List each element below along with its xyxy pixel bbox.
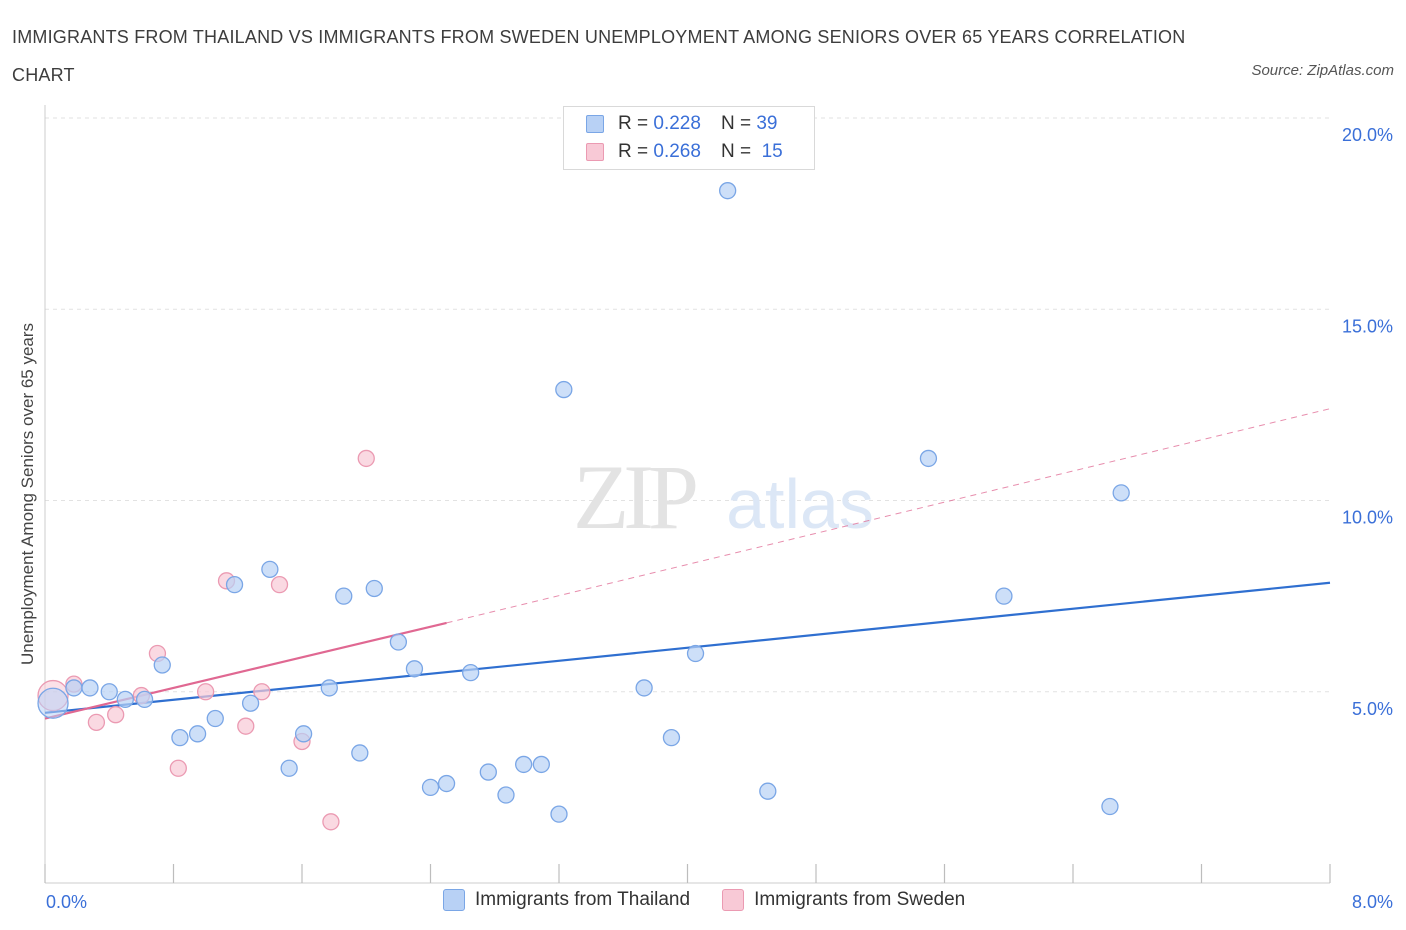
thailand-point [479,763,497,781]
watermark-atlas: atlas [726,465,874,543]
y-tick-label: 20.0% [1342,125,1393,145]
chart-title: IMMIGRANTS FROM THAILAND VS IMMIGRANTS F… [12,27,1186,85]
thailand-legend-swatch [443,889,465,911]
thailand-point [555,380,573,399]
sweden-point [322,813,340,831]
thailand-swatch [586,115,604,133]
n-value: 15 [761,141,783,162]
sweden-point [107,706,125,724]
thailand-point [405,660,424,678]
thailand-point [919,449,938,468]
y-tick-label: 10.0% [1342,508,1393,528]
thailand-point [206,709,224,728]
thailand-point [686,644,705,663]
stats-legend-row-sweden: R = 0.268 N = 15 [586,140,783,164]
thailand-point [662,729,681,747]
x-tick-label: 8.0% [1352,892,1393,912]
point-layer [37,182,1130,831]
source-label: Source: ZipAtlas.com [1251,62,1394,79]
watermark-zip: ZIP [573,446,696,548]
sweden-point [196,683,215,701]
series-legend: Immigrants from Thailand Immigrants from… [443,889,965,911]
thailand-point [116,690,134,709]
thailand-point [320,679,338,697]
sweden-point [270,576,289,594]
n-label: N = [720,141,752,162]
thailand-point [497,786,515,804]
grid-layer [45,117,1330,693]
sweden-legend-label: Immigrants from Sweden [754,889,966,910]
sweden-point [253,683,271,701]
r-label: R = [618,141,649,162]
thailand-point [225,576,244,594]
thailand-trend-line [44,581,1331,714]
thailand-legend-label: Immigrants from Thailand [475,889,691,910]
thailand-point [1101,797,1119,816]
thailand-point [261,560,279,578]
thailand-point [389,633,408,651]
stats-legend: R = 0.228 N = 39 R = 0.268 N = 15 [563,106,815,170]
thailand-point [135,690,154,709]
thailand-point [153,656,171,674]
thailand-point [515,755,533,774]
thailand-point [532,755,550,774]
sweden-point [237,717,255,735]
watermark: ZIP atlas [573,446,874,548]
sweden-point [357,449,375,468]
y-tick-label: 5.0% [1352,699,1393,719]
sweden-legend-swatch [722,889,745,911]
label-layer: 5.0% 10.0% 15.0% 20.0% 0.0% 8.0% [46,125,1393,912]
thailand-point [550,805,568,823]
axis-layer [44,105,1331,884]
thailand-point [171,729,189,747]
n-value: 39 [756,113,778,134]
thailand-point [437,774,456,793]
thailand-point [335,587,353,605]
thailand-point [294,725,313,743]
stats-legend-row-thailand: R = 0.228 N = 39 [586,112,777,136]
thailand-point [995,587,1013,605]
sweden-swatch [586,143,604,161]
r-value: 0.268 [653,141,701,162]
thailand-point [280,759,298,777]
sweden-point [87,713,106,731]
thailand-point [65,679,83,697]
thailand-point [351,744,369,762]
thailand-point [100,683,118,701]
thailand-point [462,663,480,682]
y-tick-label: 15.0% [1342,316,1393,336]
thailand-point [241,694,260,712]
sweden-trend-extension [446,408,1331,624]
x-tick-label: 0.0% [46,892,87,912]
thailand-point [1112,484,1130,502]
r-value: 0.228 [653,113,701,134]
sweden-trend-line [44,621,447,720]
thailand-point [188,725,207,743]
thailand-point [719,182,737,200]
r-label: R = [618,113,649,134]
thailand-point [81,679,99,697]
thailand-point [635,679,653,697]
n-label: N = [720,113,752,134]
thailand-point [37,687,69,719]
sweden-point [169,759,187,777]
thailand-point [421,778,440,797]
thailand-point [365,579,383,598]
thailand-point [759,782,777,800]
